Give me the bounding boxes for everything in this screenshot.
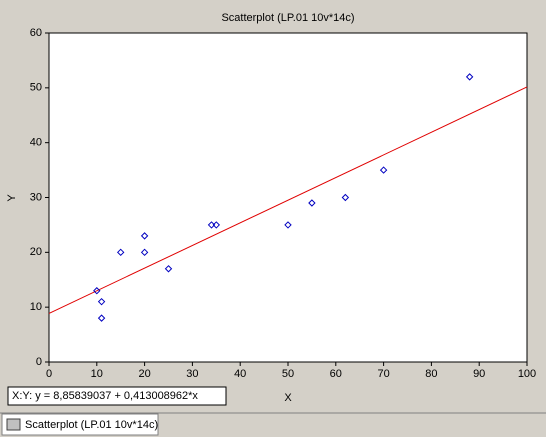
plot-area bbox=[48, 32, 528, 363]
point bbox=[465, 73, 474, 81]
y-tick-label: 60 bbox=[30, 27, 42, 39]
equation-label: X:Y: y = 8,85839037 + 0,413008962*x bbox=[12, 390, 198, 402]
point bbox=[308, 199, 316, 207]
point bbox=[116, 248, 125, 257]
point bbox=[212, 221, 221, 229]
y-axis-label: Y bbox=[6, 194, 18, 202]
point bbox=[140, 248, 149, 257]
x-tick-label: 70 bbox=[377, 368, 389, 380]
point bbox=[97, 314, 106, 322]
tab-label[interactable]: Scatterplot (LP.01 10v*14c) bbox=[25, 419, 158, 431]
point bbox=[284, 221, 292, 229]
point bbox=[379, 166, 388, 174]
equation-box bbox=[7, 386, 227, 406]
x-tick-label: 60 bbox=[330, 368, 342, 380]
x-tick-label: 0 bbox=[46, 368, 52, 380]
point bbox=[140, 232, 149, 240]
x-tick-label: 100 bbox=[518, 368, 536, 380]
point bbox=[207, 221, 216, 229]
y-tick-label: 40 bbox=[30, 137, 42, 149]
x-tick-label: 50 bbox=[282, 368, 294, 380]
point bbox=[341, 193, 350, 202]
point bbox=[164, 265, 173, 273]
y-tick-label: 10 bbox=[30, 301, 42, 313]
tab[interactable] bbox=[1, 413, 159, 436]
y-tick-label: 30 bbox=[30, 191, 42, 203]
x-tick-label: 30 bbox=[186, 368, 198, 380]
point bbox=[93, 287, 101, 295]
tab-icon bbox=[6, 418, 21, 431]
x-tick-label: 90 bbox=[473, 368, 485, 380]
y-tick-label: 50 bbox=[30, 82, 42, 94]
x-tick-label: 80 bbox=[425, 368, 437, 380]
y-tick-label: 0 bbox=[36, 356, 42, 368]
regression-line bbox=[48, 86, 528, 314]
x-tick-label: 10 bbox=[91, 368, 103, 380]
x-tick-label: 20 bbox=[138, 368, 150, 380]
chart-title: Scatterplot (LP.01 10v*14c) bbox=[221, 12, 354, 24]
y-tick-label: 20 bbox=[30, 246, 42, 258]
x-axis-label: X bbox=[284, 392, 292, 404]
x-tick-label: 40 bbox=[234, 368, 246, 380]
point bbox=[97, 297, 106, 306]
